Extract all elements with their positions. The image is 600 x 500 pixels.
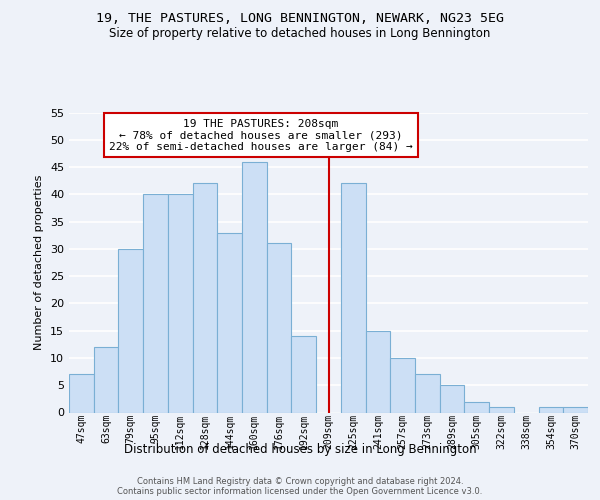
Bar [94,347,118,412]
Bar [415,374,440,412]
Text: 19 THE PASTURES: 208sqm
← 78% of detached houses are smaller (293)
22% of semi-d: 19 THE PASTURES: 208sqm ← 78% of detache… [109,118,413,152]
Bar [539,407,563,412]
Bar [168,194,193,412]
Text: Contains HM Land Registry data © Crown copyright and database right 2024.: Contains HM Land Registry data © Crown c… [137,476,463,486]
Bar [563,407,588,412]
Bar [69,374,94,412]
Bar [242,162,267,412]
Text: 19, THE PASTURES, LONG BENNINGTON, NEWARK, NG23 5EG: 19, THE PASTURES, LONG BENNINGTON, NEWAR… [96,12,504,26]
Y-axis label: Number of detached properties: Number of detached properties [34,175,44,350]
Bar [341,184,365,412]
Bar [365,330,390,412]
Text: Distribution of detached houses by size in Long Bennington: Distribution of detached houses by size … [124,444,476,456]
Bar [489,407,514,412]
Bar [267,244,292,412]
Text: Contains public sector information licensed under the Open Government Licence v3: Contains public sector information licen… [118,486,482,496]
Bar [193,184,217,412]
Bar [390,358,415,412]
Bar [440,385,464,412]
Bar [118,249,143,412]
Bar [292,336,316,412]
Text: Size of property relative to detached houses in Long Bennington: Size of property relative to detached ho… [109,28,491,40]
Bar [217,232,242,412]
Bar [143,194,168,412]
Bar [464,402,489,412]
